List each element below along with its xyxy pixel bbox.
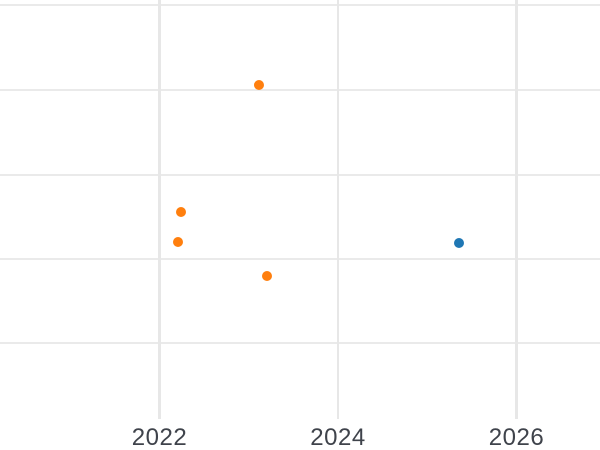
data-point-orange-series[interactable] xyxy=(262,271,272,281)
horizontal-gridline xyxy=(0,174,600,176)
data-point-orange-series[interactable] xyxy=(176,207,186,217)
horizontal-gridline xyxy=(0,89,600,91)
horizontal-gridline xyxy=(0,4,600,6)
vertical-gridline xyxy=(515,0,518,419)
horizontal-gridline xyxy=(0,342,600,344)
x-tick-label-2024: 2024 xyxy=(310,424,366,450)
vertical-gridline xyxy=(158,0,161,419)
data-point-orange-series[interactable] xyxy=(254,80,264,90)
x-tick-label-2026: 2026 xyxy=(488,424,545,450)
x-tick-label-2022: 2022 xyxy=(131,424,188,450)
vertical-gridline xyxy=(336,0,340,419)
data-point-blue-series[interactable] xyxy=(454,238,464,248)
horizontal-gridline xyxy=(0,258,600,260)
data-point-orange-series[interactable] xyxy=(173,237,183,247)
